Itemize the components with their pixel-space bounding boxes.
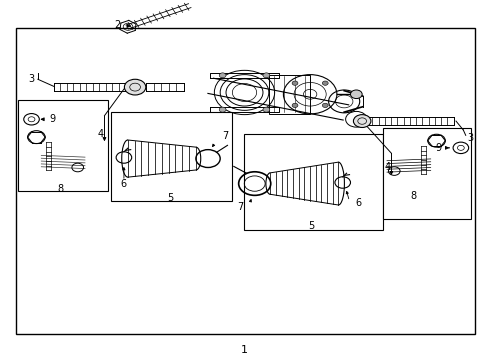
Text: 4: 4 (384, 162, 389, 172)
Text: 7: 7 (222, 131, 228, 141)
Text: 3: 3 (466, 133, 472, 143)
Circle shape (353, 114, 370, 127)
Circle shape (219, 73, 225, 78)
Circle shape (263, 73, 269, 78)
Circle shape (322, 81, 327, 85)
Text: 8: 8 (58, 184, 63, 194)
Text: 6: 6 (121, 179, 127, 189)
Text: 5: 5 (308, 221, 314, 231)
Text: 1: 1 (241, 345, 247, 355)
Circle shape (291, 103, 297, 108)
Circle shape (219, 107, 225, 112)
Bar (382, 128, 469, 219)
Bar (268, 75, 309, 114)
Text: 2: 2 (114, 19, 120, 30)
Bar (19, 100, 108, 191)
Text: 7: 7 (237, 202, 243, 212)
Circle shape (350, 90, 362, 99)
Bar (16, 28, 474, 334)
Circle shape (124, 79, 145, 95)
Text: 5: 5 (167, 193, 173, 203)
Bar (244, 134, 382, 230)
Text: 6: 6 (355, 198, 361, 208)
Text: 8: 8 (410, 191, 416, 201)
Text: 9: 9 (434, 143, 441, 153)
Text: 3: 3 (28, 74, 34, 84)
Circle shape (263, 107, 269, 112)
Text: 9: 9 (49, 114, 55, 124)
Circle shape (291, 81, 297, 85)
Bar (111, 112, 232, 202)
Text: 4: 4 (97, 129, 103, 139)
Circle shape (322, 103, 327, 108)
